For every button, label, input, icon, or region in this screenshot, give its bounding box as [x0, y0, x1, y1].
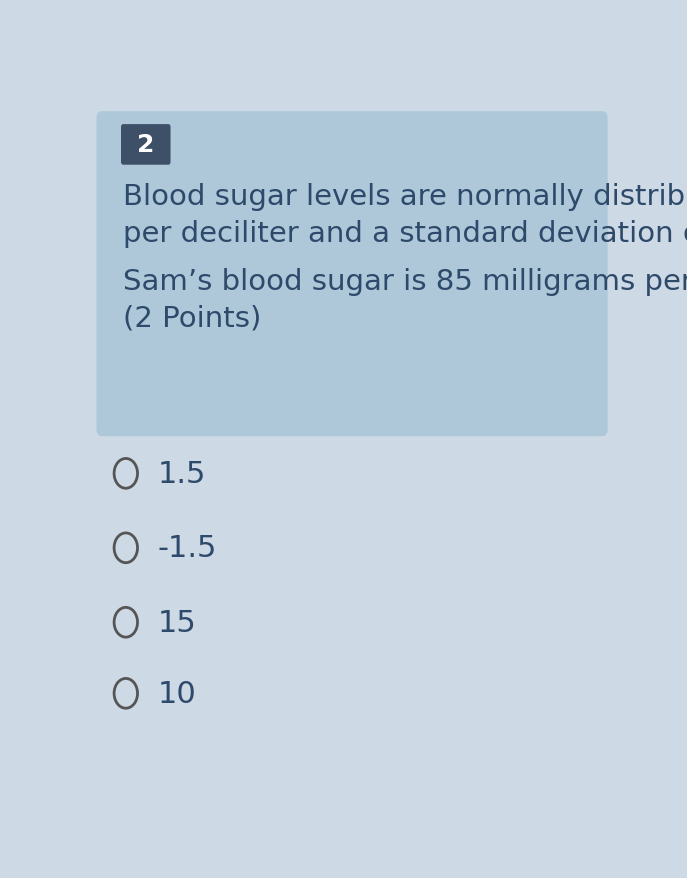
Text: 15: 15 [158, 608, 196, 637]
FancyBboxPatch shape [96, 112, 608, 436]
Circle shape [114, 533, 137, 563]
Text: 2: 2 [137, 133, 155, 157]
Text: 10: 10 [158, 679, 196, 708]
Circle shape [114, 459, 137, 489]
Text: -1.5: -1.5 [158, 534, 217, 563]
Circle shape [114, 608, 137, 637]
Text: Sam’s blood sugar is 85 milligrams per deciliter. What is Sam’s z-score?
(2 Poin: Sam’s blood sugar is 85 milligrams per d… [123, 268, 687, 333]
Text: Blood sugar levels are normally distributed with a mean of 100 milligrams
per de: Blood sugar levels are normally distribu… [123, 184, 687, 248]
Text: 1.5: 1.5 [158, 459, 206, 488]
FancyBboxPatch shape [121, 125, 170, 166]
Circle shape [114, 679, 137, 709]
